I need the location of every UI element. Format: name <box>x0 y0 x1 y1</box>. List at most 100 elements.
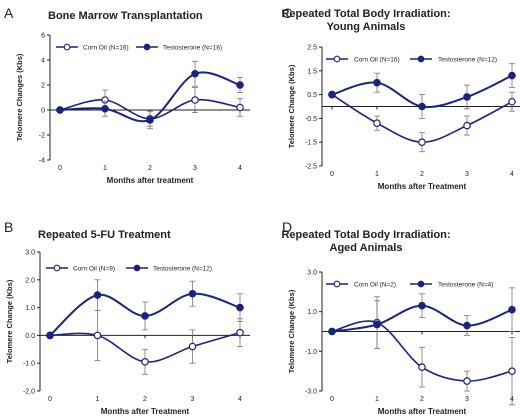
data-point-testosterone <box>236 303 244 312</box>
x-tick-label: 0 <box>330 396 334 403</box>
data-point-corn-oil <box>191 96 199 104</box>
y-axis-label: Telomere Changes (Kbs) <box>15 53 24 141</box>
legend-label: Testosterone (N=18) <box>163 45 222 52</box>
x-tick-label: 3 <box>465 171 469 178</box>
x-tick-label: 2 <box>420 171 424 178</box>
y-axis-label: Telomere Change (Kbs) <box>5 279 14 363</box>
data-point-testosterone <box>101 104 109 113</box>
data-point-corn-oil <box>508 97 516 106</box>
x-tick-label: 1 <box>375 171 379 178</box>
y-tick-label: 2.0 <box>25 277 35 284</box>
x-tick-label: 3 <box>465 396 469 403</box>
legend-label: Corn Oil (N=2) <box>354 282 396 289</box>
panel-letter: A <box>4 5 14 21</box>
panel-letter: C <box>282 5 292 21</box>
x-tick-label: 2 <box>143 396 147 403</box>
x-tick-label: 0 <box>48 396 52 403</box>
y-axis-label: Telomere Change (Kbs) <box>287 289 296 373</box>
data-point-testosterone <box>328 327 336 336</box>
x-tick-label: 0 <box>330 171 334 178</box>
data-point-testosterone <box>56 106 64 114</box>
chart-title-line2: Aged Animals <box>330 242 403 254</box>
data-point-testosterone <box>373 320 381 329</box>
x-tick-label: 4 <box>238 165 242 172</box>
data-point-testosterone <box>236 81 244 89</box>
x-axis-label: Months after Treatment <box>101 407 190 416</box>
data-point-testosterone <box>188 289 197 298</box>
x-axis-label: Months after Treatment <box>378 182 467 191</box>
chart-title: Bone Marrow Transplantation <box>48 10 203 22</box>
x-tick-label: 1 <box>103 165 107 172</box>
chart-title: Repeated 5-FU Treatment <box>38 229 171 241</box>
y-tick-label: 0.5 <box>307 92 317 99</box>
data-point-testosterone <box>93 291 102 299</box>
data-point-testosterone <box>328 90 336 99</box>
legend-marker <box>143 43 151 51</box>
y-tick-label: -0.5 <box>305 116 317 123</box>
legend-marker <box>333 280 341 288</box>
data-point-testosterone <box>418 301 426 310</box>
y-tick-label: 3.0 <box>25 250 35 257</box>
y-tick-label: 1.0 <box>307 309 317 316</box>
x-tick-label: 1 <box>375 396 379 403</box>
y-tick-label: -2.0 <box>23 389 35 396</box>
y-tick-label: -3.0 <box>305 389 317 396</box>
data-point-testosterone <box>141 312 149 320</box>
legend-marker <box>53 264 61 272</box>
x-tick-label: 0 <box>58 165 62 172</box>
y-tick-label: -1.0 <box>23 361 35 368</box>
legend-marker <box>63 43 71 51</box>
panel-letter: D <box>282 219 292 235</box>
legend-marker <box>133 264 141 272</box>
legend-marker <box>417 280 425 288</box>
y-tick-label: 0.0 <box>25 333 35 340</box>
data-point-corn-oil <box>236 328 244 337</box>
y-tick-label: -1.0 <box>305 349 317 356</box>
y-tick-label: 2 <box>41 83 45 90</box>
legend-label: Testosterone (N=12) <box>438 57 497 64</box>
data-point-testosterone <box>146 116 154 124</box>
x-tick-label: 1 <box>96 396 100 403</box>
legend-marker <box>333 55 341 63</box>
x-tick-label: 4 <box>510 171 514 178</box>
x-tick-label: 3 <box>193 165 197 172</box>
chart-title: Repeated Total Body Irradiation: <box>281 8 450 20</box>
x-tick-label: 4 <box>238 396 242 403</box>
data-point-testosterone <box>191 69 199 78</box>
legend-marker <box>417 55 425 63</box>
data-point-corn-oil <box>463 377 471 385</box>
data-point-corn-oil <box>373 119 381 127</box>
chart-panel-a: A Bone Marrow Transplantation -4 -2 0 2 4 6 0 1 2 3… <box>4 5 250 185</box>
chart-panel-b: B Repeated 5-FU Treatment -2.0 -1.0 0.0 1.0 2.… <box>4 219 250 416</box>
data-point-corn-oil <box>236 103 244 112</box>
data-point-corn-oil <box>188 342 197 351</box>
data-point-corn-oil <box>418 138 426 147</box>
x-axis-label: Months after treatment <box>107 176 194 185</box>
y-axis-label: Telomere Change (Kbs) <box>287 64 296 148</box>
y-tick-label: -1.5 <box>305 140 317 147</box>
data-point-testosterone <box>508 305 516 314</box>
y-tick-label: -4 <box>39 158 45 165</box>
y-tick-label: 1.0 <box>25 305 35 312</box>
y-tick-label: 4 <box>41 58 45 65</box>
y-tick-label: 0 <box>41 108 45 115</box>
legend-label: Corn Oil (N=9) <box>73 266 115 273</box>
data-point-corn-oil <box>508 367 516 375</box>
legend-label: Corn Oil (N=16) <box>83 45 129 52</box>
y-tick-label: 6 <box>41 33 45 40</box>
y-tick-label: 2.5 <box>307 45 317 52</box>
y-tick-label: -2 <box>39 133 45 140</box>
data-point-testosterone <box>463 93 471 101</box>
x-tick-label: 2 <box>148 165 152 172</box>
data-point-testosterone <box>463 321 471 330</box>
data-point-corn-oil <box>463 121 471 130</box>
legend-label: Corn Oil (N=16) <box>354 57 400 64</box>
legend-label: Testosterone (N=4) <box>438 282 493 289</box>
panel-letter: B <box>4 219 13 235</box>
data-point-corn-oil <box>418 363 426 372</box>
data-point-testosterone <box>373 78 381 87</box>
x-tick-label: 3 <box>191 396 195 403</box>
data-point-testosterone <box>508 71 516 80</box>
